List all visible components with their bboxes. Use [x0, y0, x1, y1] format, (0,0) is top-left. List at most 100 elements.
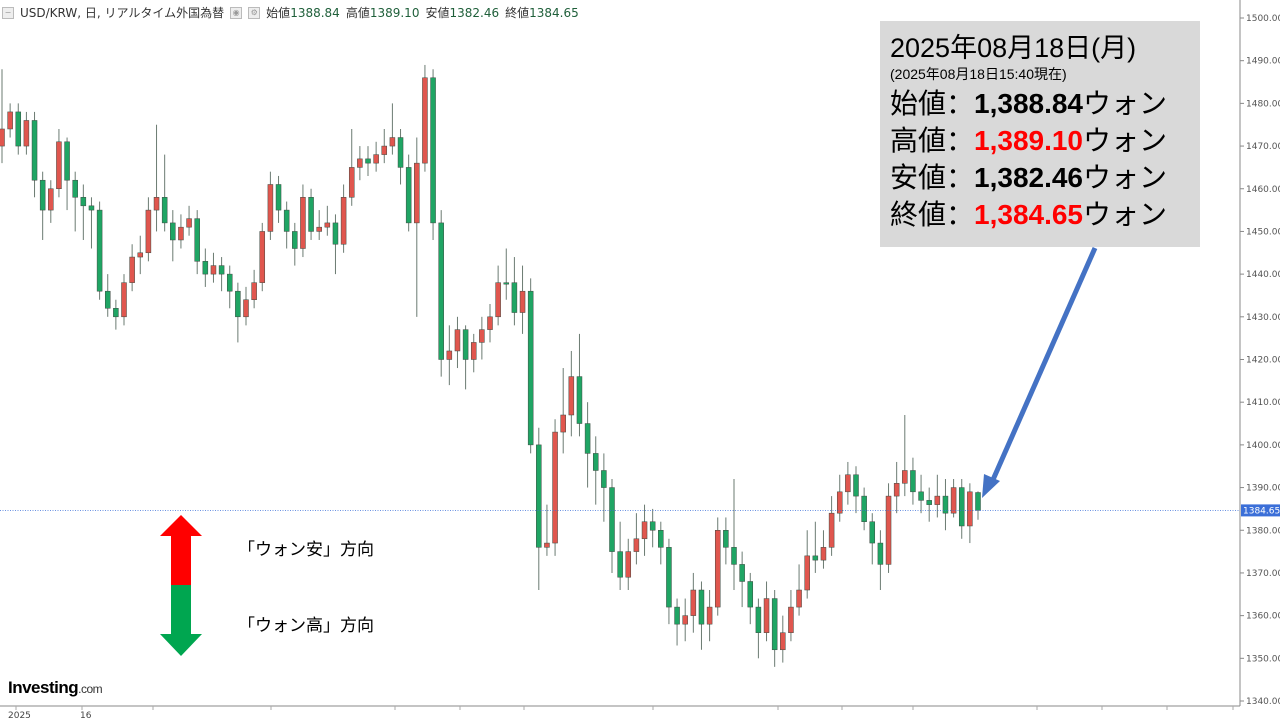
candle-body: [682, 615, 688, 625]
y-tick-label: 1370.00: [1246, 569, 1280, 579]
candle: [869, 513, 876, 565]
info-date: 2025年08月18日(月): [890, 33, 1137, 63]
candle-body: [15, 111, 22, 147]
candle-body: [454, 329, 461, 352]
candle: [845, 461, 851, 505]
candle-body: [674, 606, 680, 625]
candle: [178, 214, 184, 249]
candle: [592, 436, 599, 505]
candle: [381, 128, 388, 164]
candle-body: [780, 632, 786, 651]
candle: [259, 222, 266, 292]
candle: [80, 184, 87, 240]
row-value: 1,389.10: [974, 125, 1084, 156]
candle-body: [373, 154, 379, 164]
candle-body: [243, 299, 249, 318]
red-up-arrow-icon: [160, 515, 202, 585]
symbol-title: USD/KRW, 日, リアルタイム外国為替: [20, 6, 225, 20]
candle-body: [226, 273, 233, 292]
x-tick-label: 2025: [8, 711, 31, 720]
candle: [218, 257, 225, 292]
candle: [658, 521, 664, 565]
candle-body: [706, 606, 713, 625]
candle: [641, 504, 648, 556]
candle: [633, 513, 640, 565]
candle-body: [153, 197, 160, 211]
candle: [666, 538, 672, 625]
high-value: 1389.10: [369, 6, 420, 20]
candle: [470, 333, 477, 373]
candle: [495, 265, 501, 326]
candle: [893, 461, 900, 514]
settings-icon[interactable]: ⚙: [248, 6, 261, 19]
candle: [96, 201, 103, 300]
low-label: 安値: [425, 6, 450, 20]
candle: [72, 171, 78, 232]
y-tick-label: 1450.00: [1246, 227, 1280, 237]
row-label: 高値：: [890, 125, 975, 156]
candle-body: [422, 77, 428, 164]
last-price-badge: [1241, 504, 1280, 517]
candle-body: [747, 581, 754, 608]
row-value: 1,388.84: [974, 88, 1084, 119]
eye-icon[interactable]: ◉: [230, 6, 243, 19]
candle-body: [503, 282, 510, 285]
candle-body: [828, 512, 835, 548]
close-label: 終値: [505, 6, 530, 20]
candle: [568, 350, 575, 437]
candle-body: [88, 205, 95, 211]
candle-body: [495, 282, 501, 318]
candle: [853, 466, 859, 514]
candle-body: [877, 542, 884, 565]
candle-body: [487, 316, 493, 330]
candle: [332, 214, 339, 275]
candle-body: [666, 547, 672, 608]
low-value: 1382.46: [449, 6, 500, 20]
candle: [145, 197, 152, 262]
logo-main: Investing: [8, 678, 79, 697]
candle-body: [129, 256, 135, 283]
candle-body: [308, 197, 314, 232]
candle-body: [56, 141, 62, 189]
candle: [56, 128, 62, 198]
candle-body: [405, 167, 412, 224]
candle-body: [861, 495, 867, 522]
candle: [747, 572, 754, 625]
collapse-icon[interactable]: −: [2, 6, 14, 19]
candle-body: [23, 120, 30, 147]
candle-body: [975, 492, 981, 511]
candle: [243, 286, 249, 326]
price-info-box: 2025年08月18日(月) (2025年08月18日15:40現在) 始値：1…: [880, 21, 1200, 247]
info-asof: (2025年08月18日15:40現在): [890, 66, 1067, 82]
candle-body: [934, 495, 941, 505]
candle: [552, 419, 558, 556]
candle-body: [332, 222, 339, 245]
candle: [706, 590, 713, 642]
candle-body: [430, 77, 436, 224]
row-unit: ウォン: [1083, 88, 1168, 119]
candle-body: [755, 606, 762, 633]
candle-body: [568, 376, 575, 416]
candle-body: [381, 145, 388, 155]
candle: [161, 154, 168, 232]
candle: [609, 479, 615, 573]
candle-body: [72, 179, 78, 198]
candle-body: [80, 197, 87, 207]
candle-body: [389, 137, 396, 147]
candle-body: [218, 265, 225, 275]
candle-body: [592, 453, 599, 471]
row-unit: ウォン: [1083, 162, 1168, 193]
candle: [462, 325, 469, 390]
candle-body: [771, 598, 778, 651]
candle: [926, 487, 932, 522]
candle: [942, 479, 949, 531]
info-row-close: 終値：1,384.65ウォン: [890, 196, 1190, 233]
candle: [812, 521, 819, 573]
candle: [950, 479, 957, 518]
candle: [698, 581, 705, 650]
candle: [348, 128, 355, 206]
candle: [275, 175, 282, 223]
candle-body: [527, 290, 534, 446]
candle-body: [48, 188, 54, 211]
candle: [340, 184, 347, 253]
